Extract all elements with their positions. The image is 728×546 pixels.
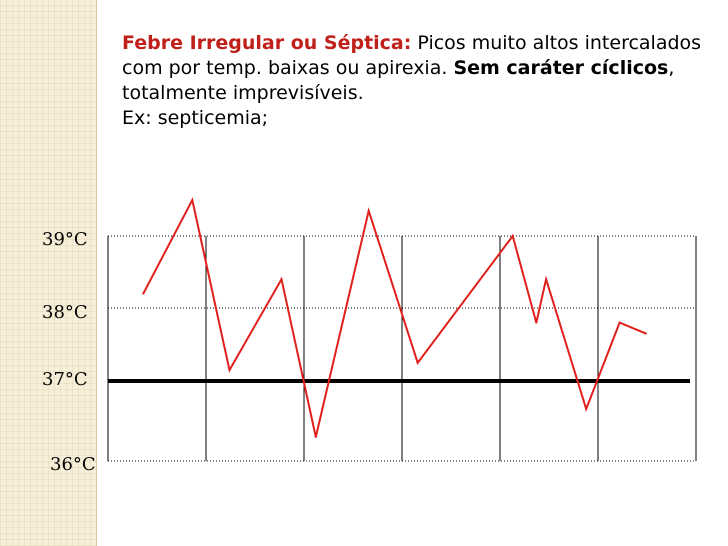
description-text: Febre Irregular ou Séptica: Picos muito … — [122, 31, 702, 131]
temperature-data-point — [191, 199, 194, 201]
temperature-data-point — [511, 235, 514, 237]
temperature-data-point — [228, 369, 231, 372]
temperature-data-point — [416, 361, 419, 364]
temperature-data-point — [314, 436, 317, 438]
y-tick-label: 39°C — [42, 229, 88, 250]
temperature-data-point — [545, 278, 548, 281]
description-bold-part: Sem caráter cíclicos — [453, 57, 669, 79]
temperature-data-point — [618, 321, 621, 324]
side-divider — [96, 0, 97, 546]
temperature-data-point — [535, 321, 538, 324]
y-tick-label: 37°C — [42, 369, 88, 390]
temperature-data-point — [280, 278, 283, 281]
description-part-2: , totalmente imprevisíveis. — [122, 57, 675, 104]
y-tick-label: 36°C — [50, 454, 96, 475]
temperature-data-point — [142, 292, 145, 295]
example-text: Ex: septicemia; — [122, 107, 269, 129]
temperature-data-point — [585, 408, 588, 410]
fever-type-title: Febre Irregular ou Séptica: — [122, 32, 412, 54]
y-tick-label: 38°C — [42, 302, 88, 323]
temperature-data-point — [367, 209, 370, 212]
decorative-side-strip — [0, 0, 96, 546]
temperature-data-point — [645, 332, 648, 335]
description-part-1: Picos muito altos intercalados com por t… — [122, 32, 702, 79]
